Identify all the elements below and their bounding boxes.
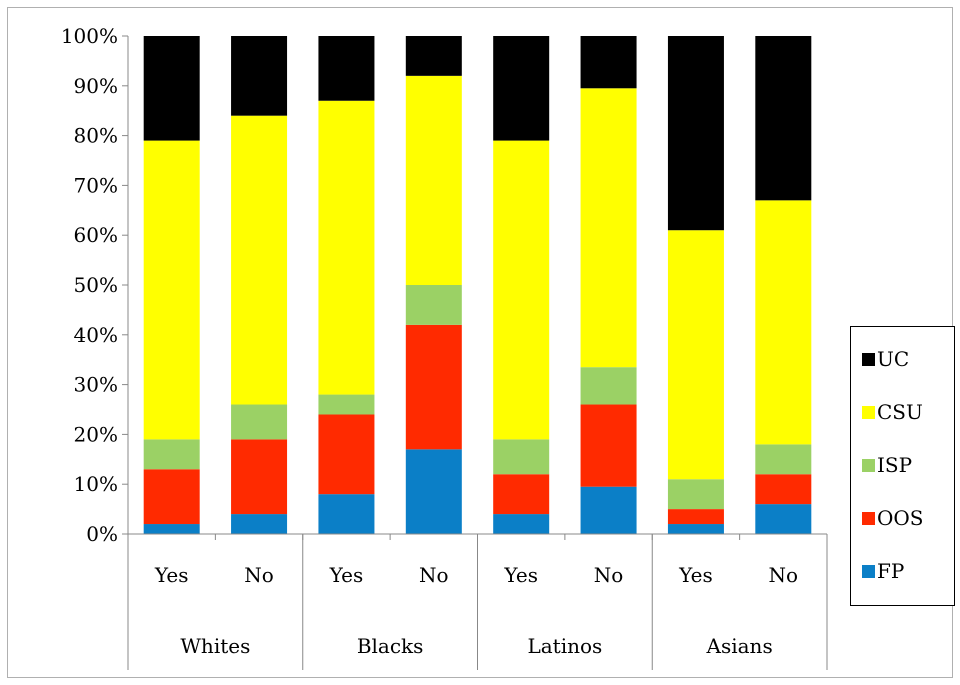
- bar-segment-fp-7: [755, 504, 811, 534]
- legend-label-uc: UC: [877, 347, 909, 371]
- bar-segment-isp-0: [144, 439, 200, 469]
- bar-segment-fp-5: [581, 487, 637, 534]
- bar-segment-isp-2: [318, 395, 374, 415]
- legend-swatch-isp: [862, 459, 875, 472]
- chart-frame: 0% 10% 20% 30% 40% 50% 60% 70% 80% 90% 100% Yes No Ye…: [7, 7, 953, 678]
- bar-segment-isp-1: [231, 405, 287, 440]
- legend-label-fp: FP: [877, 559, 904, 583]
- bar-segment-uc-7: [755, 36, 811, 200]
- legend-item-oos: OOS: [862, 506, 924, 530]
- x-group-label: Blacks: [357, 634, 424, 658]
- x-category-label: Yes: [329, 563, 364, 587]
- y-tick-label: 60%: [74, 223, 118, 247]
- bar-segment-uc-2: [318, 36, 374, 101]
- x-group-label: Asians: [706, 634, 773, 658]
- legend-label-csu: CSU: [877, 400, 923, 424]
- x-category-label: No: [594, 563, 624, 587]
- bar-segment-isp-4: [493, 439, 549, 474]
- y-tick-label: 80%: [74, 124, 118, 148]
- bar-segment-isp-3: [406, 285, 462, 325]
- y-tick-label: 30%: [74, 373, 118, 397]
- bar-segment-csu-5: [581, 88, 637, 367]
- bar-segment-fp-1: [231, 514, 287, 534]
- legend: UC CSU ISP OOS FP: [850, 326, 955, 606]
- bar-segment-uc-1: [231, 36, 287, 116]
- bar-segment-fp-3: [406, 449, 462, 534]
- y-tick-label: 10%: [74, 472, 118, 496]
- bar-segment-fp-4: [493, 514, 549, 534]
- legend-item-uc: UC: [862, 347, 909, 371]
- bar-segment-csu-4: [493, 141, 549, 440]
- bar-segment-isp-5: [581, 367, 637, 404]
- bar-segment-isp-7: [755, 444, 811, 474]
- stacked-bar-chart: 0% 10% 20% 30% 40% 50% 60% 70% 80% 90% 100% Yes No Ye…: [8, 8, 952, 677]
- x-category-label: No: [769, 563, 799, 587]
- bar-segment-fp-6: [668, 524, 724, 534]
- x-group-label: Whites: [180, 634, 250, 658]
- y-tick-label: 40%: [74, 323, 118, 347]
- legend-swatch-uc: [862, 353, 875, 366]
- bar-segment-oos-3: [406, 325, 462, 450]
- x-category-label: No: [244, 563, 274, 587]
- bar-segment-fp-0: [144, 524, 200, 534]
- y-tick-label: 50%: [74, 273, 118, 297]
- bar-segment-oos-4: [493, 474, 549, 514]
- y-tick-label: 100%: [61, 24, 118, 48]
- bar-segment-oos-0: [144, 469, 200, 524]
- legend-item-csu: CSU: [862, 400, 923, 424]
- x-group-label: Latinos: [527, 634, 602, 658]
- legend-swatch-fp: [862, 565, 875, 578]
- bar-segment-csu-7: [755, 200, 811, 444]
- y-tick-label: 20%: [74, 422, 118, 446]
- legend-item-isp: ISP: [862, 453, 912, 477]
- legend-swatch-oos: [862, 512, 875, 525]
- bar-segment-isp-6: [668, 479, 724, 509]
- bar-segment-csu-0: [144, 141, 200, 440]
- bars-layer: [144, 36, 812, 534]
- bar-segment-csu-1: [231, 116, 287, 405]
- y-tick-label: 0%: [86, 522, 118, 546]
- bar-segment-uc-6: [668, 36, 724, 230]
- bar-segment-oos-5: [581, 405, 637, 487]
- legend-item-fp: FP: [862, 559, 904, 583]
- bar-segment-uc-5: [581, 36, 637, 88]
- bar-segment-csu-6: [668, 230, 724, 479]
- bar-segment-uc-3: [406, 36, 462, 76]
- bar-segment-oos-2: [318, 414, 374, 494]
- bar-segment-uc-4: [493, 36, 549, 141]
- bar-segment-csu-3: [406, 76, 462, 285]
- x-category-label: No: [419, 563, 449, 587]
- bar-segment-oos-1: [231, 439, 287, 514]
- bar-segment-csu-2: [318, 101, 374, 395]
- y-tick-label: 70%: [74, 173, 118, 197]
- bar-segment-uc-0: [144, 36, 200, 141]
- bar-segment-fp-2: [318, 494, 374, 534]
- legend-label-oos: OOS: [877, 506, 924, 530]
- y-tick-label: 90%: [74, 74, 118, 98]
- x-category-label: Yes: [503, 563, 538, 587]
- x-category-label: Yes: [678, 563, 713, 587]
- x-category-label: Yes: [154, 563, 189, 587]
- bar-segment-oos-7: [755, 474, 811, 504]
- legend-swatch-csu: [862, 406, 875, 419]
- bar-segment-oos-6: [668, 509, 724, 524]
- legend-label-isp: ISP: [877, 453, 912, 477]
